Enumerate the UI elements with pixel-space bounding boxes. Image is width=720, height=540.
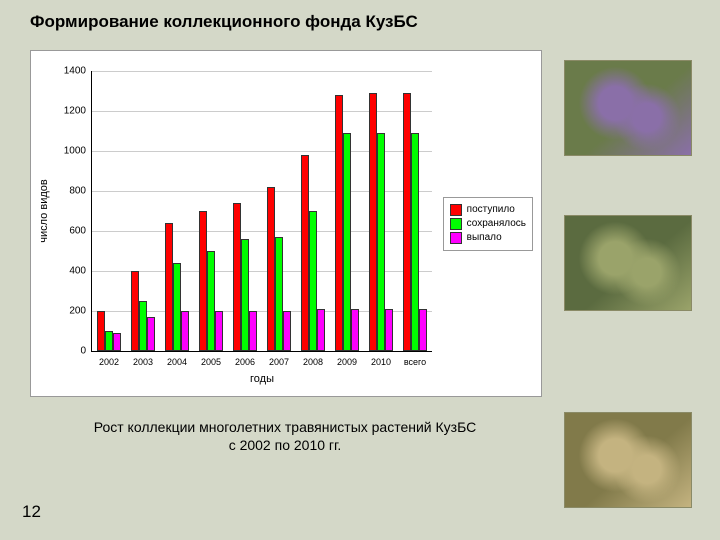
bar xyxy=(131,271,139,351)
ytick-label: 800 xyxy=(46,186,86,197)
xtick-label: 2003 xyxy=(133,357,153,367)
caption-line-1: Рост коллекции многолетних травянистых р… xyxy=(94,419,476,435)
bar xyxy=(317,309,325,351)
ytick-label: 400 xyxy=(46,266,86,277)
thumbnail-placeholder xyxy=(565,61,691,155)
thumbnail-placeholder xyxy=(565,413,691,507)
bar xyxy=(173,263,181,351)
bar xyxy=(181,311,189,351)
bar xyxy=(215,311,223,351)
bar xyxy=(369,93,377,351)
xaxis-label: годы xyxy=(92,373,432,385)
bar xyxy=(241,239,249,351)
bar xyxy=(283,311,291,351)
caption-line-2: с 2002 по 2010 гг. xyxy=(229,437,342,453)
chart-legend: поступило сохранялось выпало xyxy=(443,197,533,251)
ytick-label: 0 xyxy=(46,346,86,357)
xtick-label: 2008 xyxy=(303,357,323,367)
legend-label: сохранялось xyxy=(467,218,526,229)
bar xyxy=(301,155,309,351)
ytick-label: 1200 xyxy=(46,106,86,117)
bar xyxy=(165,223,173,351)
bar xyxy=(233,203,241,351)
xtick-label: 2005 xyxy=(201,357,221,367)
ytick-label: 1000 xyxy=(46,146,86,157)
bar xyxy=(403,93,411,351)
thumbnail-image xyxy=(564,215,692,311)
legend-item: выпало xyxy=(450,232,526,244)
bar xyxy=(309,211,317,351)
chart-caption: Рост коллекции многолетних травянистых р… xyxy=(30,418,540,454)
slide-title: Формирование коллекционного фонда КузБС xyxy=(30,12,690,32)
bar xyxy=(377,133,385,351)
bar xyxy=(249,311,257,351)
gridline xyxy=(92,111,432,112)
bar xyxy=(335,95,343,351)
bar xyxy=(207,251,215,351)
bar xyxy=(419,309,427,351)
bar xyxy=(147,317,155,351)
ytick-label: 200 xyxy=(46,306,86,317)
bar xyxy=(139,301,147,351)
xtick-label: 2009 xyxy=(337,357,357,367)
bar xyxy=(385,309,393,351)
xtick-label: всего xyxy=(404,357,426,367)
chart-container: число видов годы 02004006008001000120014… xyxy=(30,50,542,397)
legend-item: сохранялось xyxy=(450,218,526,230)
bar xyxy=(275,237,283,351)
bar xyxy=(113,333,121,351)
bar xyxy=(351,309,359,351)
xtick-label: 2006 xyxy=(235,357,255,367)
xtick-label: 2004 xyxy=(167,357,187,367)
thumbnail-image xyxy=(564,60,692,156)
gridline xyxy=(92,71,432,72)
bar xyxy=(97,311,105,351)
xtick-label: 2007 xyxy=(269,357,289,367)
page-number: 12 xyxy=(22,502,41,522)
ytick-label: 1400 xyxy=(46,66,86,77)
legend-swatch xyxy=(450,218,462,230)
legend-label: поступило xyxy=(467,204,515,215)
thumbnail-placeholder xyxy=(565,216,691,310)
legend-swatch xyxy=(450,232,462,244)
legend-item: поступило xyxy=(450,204,526,216)
xtick-label: 2010 xyxy=(371,357,391,367)
bar xyxy=(199,211,207,351)
bar xyxy=(343,133,351,351)
ytick-label: 600 xyxy=(46,226,86,237)
bar xyxy=(105,331,113,351)
xtick-label: 2002 xyxy=(99,357,119,367)
legend-swatch xyxy=(450,204,462,216)
bar-chart-plot: число видов годы 02004006008001000120014… xyxy=(91,71,432,352)
slide-root: Формирование коллекционного фонда КузБС … xyxy=(0,0,720,540)
bar xyxy=(411,133,419,351)
bar xyxy=(267,187,275,351)
legend-label: выпало xyxy=(467,232,502,243)
thumbnail-image xyxy=(564,412,692,508)
